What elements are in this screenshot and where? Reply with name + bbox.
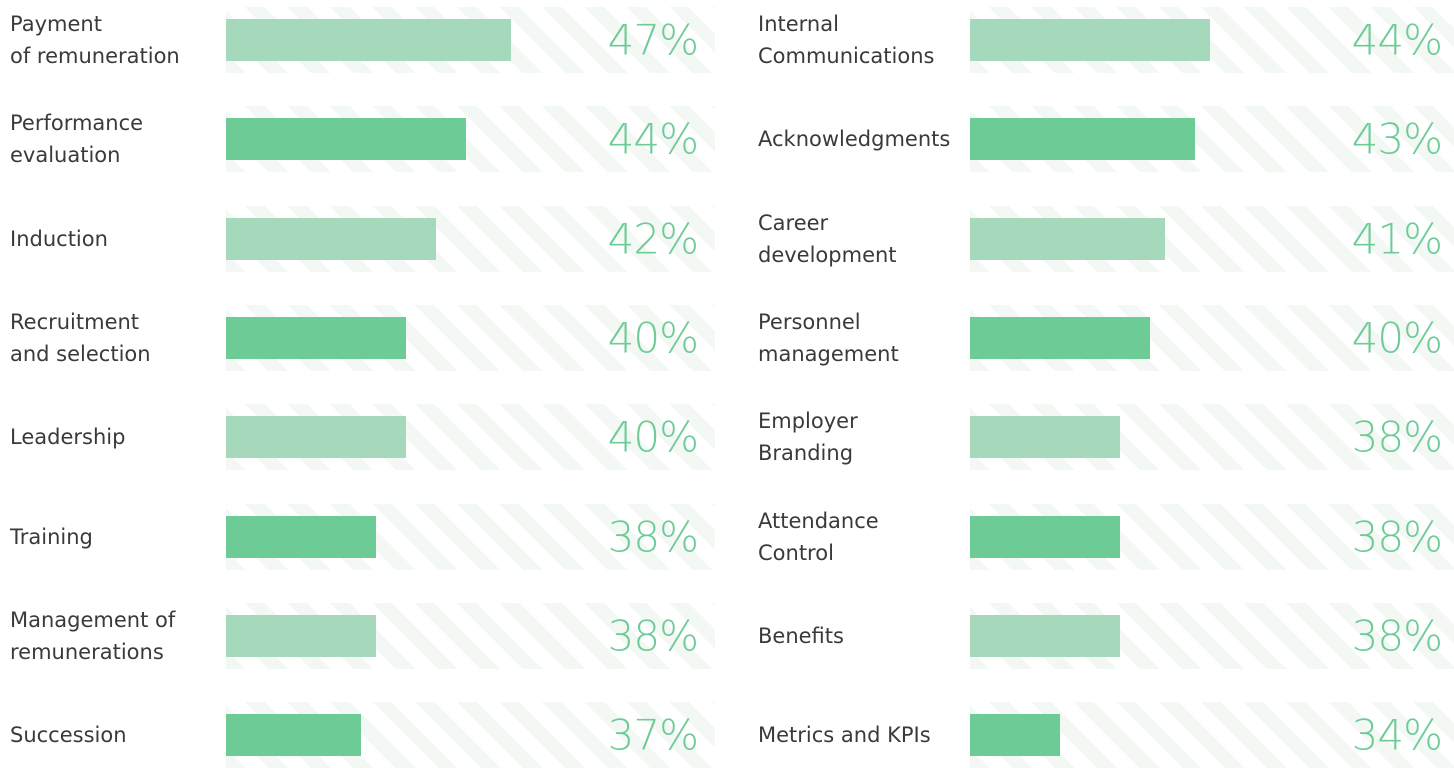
bar [970,614,1120,657]
category-label: Acknowledgments [758,127,951,152]
bar [970,714,1060,757]
category-label: Leadership [10,425,126,450]
bar [970,416,1120,459]
value-label: 38% [1351,512,1443,561]
bar [226,316,406,359]
value-label: 40% [607,313,699,363]
value-label: 38% [607,512,699,561]
bar [970,19,1210,61]
category-label: Payment of remuneration [10,12,180,68]
value-label: 44% [1351,15,1443,65]
value-label: 47% [607,15,699,65]
bar [226,614,376,657]
bar [226,515,376,558]
category-label: Metrics and KPIs [758,723,931,748]
bar [226,118,466,161]
value-label: 44% [607,114,699,164]
category-label: Management of remunerations [10,607,176,664]
bar [970,217,1165,260]
value-label: 43% [1351,114,1443,164]
category-label: Benefits [758,623,844,648]
bar [226,19,511,61]
category-label: Induction [10,226,108,251]
category-label: Internal Communications [758,12,935,68]
bar [970,316,1150,359]
category-label: Performance evaluation [10,111,144,168]
value-label: 41% [1351,214,1443,264]
bar [970,118,1195,161]
category-label: Training [10,524,93,549]
category-label: Recruitment and selection [10,309,151,366]
category-label: Succession [10,723,127,748]
bar [226,217,436,260]
category-label: Career development [758,210,897,267]
bar [226,714,361,757]
category-label: Personnel management [758,309,899,366]
value-label: 34% [1351,710,1443,760]
value-label: 37% [607,710,699,760]
value-label: 38% [1351,611,1443,661]
bar [226,416,406,459]
category-label: Attendance Control [758,508,879,565]
category-label: Employer Branding [758,409,858,466]
value-label: 40% [1351,313,1443,363]
value-label: 38% [1351,412,1443,462]
bar [970,515,1120,558]
value-label: 38% [607,611,699,661]
value-label: 40% [607,412,699,462]
value-label: 42% [607,214,699,264]
